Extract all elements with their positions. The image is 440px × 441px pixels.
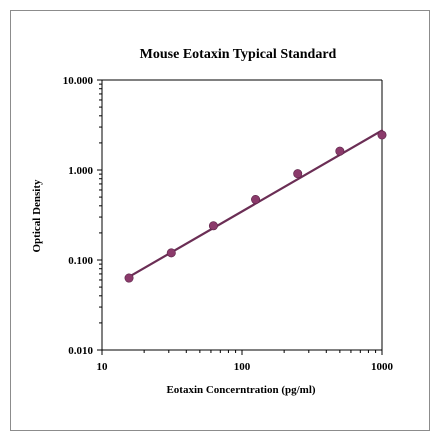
- data-point: [293, 169, 303, 179]
- data-point: [166, 248, 176, 258]
- chart-title: Mouse Eotaxin Typical Standard: [140, 47, 337, 62]
- data-point: [377, 130, 387, 140]
- y-tick-label: 0.100: [68, 255, 93, 267]
- y-axis-label: Optical Density: [31, 179, 43, 253]
- x-tick-label: 10: [97, 361, 109, 373]
- y-tick-label: 10.000: [63, 75, 94, 87]
- axes: [97, 79, 383, 355]
- data-point: [251, 195, 261, 205]
- x-tick-label: 100: [234, 361, 251, 373]
- tick-labels: 10 100 1000 0.010 0.100 1.000 10.000: [63, 75, 394, 373]
- data-point: [208, 221, 218, 231]
- y-tick-label: 1.000: [68, 165, 93, 177]
- data-points: [124, 130, 387, 283]
- data-point: [335, 146, 345, 156]
- x-tick-label: 1000: [371, 361, 394, 373]
- data-point: [124, 273, 134, 283]
- y-tick-label: 0.010: [68, 345, 93, 357]
- x-axis-label: Eotaxin Concerntration (pg/ml): [166, 384, 315, 396]
